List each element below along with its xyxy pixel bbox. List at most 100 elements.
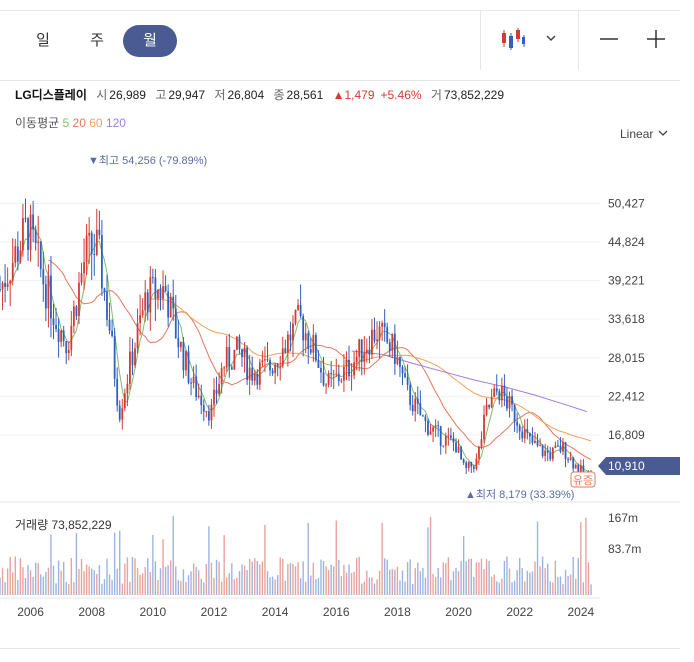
candle-body bbox=[554, 445, 557, 448]
volume-bar bbox=[368, 577, 371, 595]
candle-body bbox=[225, 347, 228, 368]
volume-bar bbox=[101, 583, 103, 595]
volume-bar bbox=[52, 565, 55, 595]
volume-bar bbox=[233, 579, 236, 595]
high-value: 29,947 bbox=[168, 88, 206, 102]
candle-body bbox=[139, 315, 142, 323]
chart-type-button[interactable] bbox=[500, 27, 526, 56]
candle-body bbox=[465, 462, 468, 468]
volume-bar bbox=[24, 578, 27, 595]
volume-bar bbox=[226, 577, 228, 595]
candle-body bbox=[498, 391, 501, 401]
candle-body bbox=[340, 380, 343, 382]
candle-body bbox=[302, 316, 305, 341]
candle-body bbox=[539, 445, 541, 447]
volume-bar bbox=[22, 567, 24, 595]
candle-body bbox=[528, 432, 531, 437]
volume-bar bbox=[50, 534, 52, 595]
candle-body bbox=[98, 229, 101, 236]
volume-bar bbox=[442, 562, 444, 595]
volume-bar bbox=[524, 581, 526, 595]
volume-bar bbox=[516, 570, 518, 595]
candle-body bbox=[582, 465, 585, 475]
x-tick-label: 2022 bbox=[506, 605, 533, 619]
volume-bar bbox=[580, 522, 582, 595]
volume-bar bbox=[501, 578, 503, 595]
volume-bar bbox=[411, 583, 414, 595]
x-tick-label: 2016 bbox=[323, 605, 350, 619]
candle-body bbox=[467, 461, 470, 468]
candle-body bbox=[569, 457, 572, 460]
status-badge-label: 유증 bbox=[573, 474, 593, 487]
ma5-line bbox=[9, 224, 592, 473]
volume-bar bbox=[203, 582, 205, 595]
max-price-annotation: ▼최고 54,256 (-79.89%) bbox=[88, 154, 207, 167]
y-tick-label: 50,427 bbox=[608, 196, 645, 210]
min-price-annotation: ▲최저 8,179 (33.39%) bbox=[465, 488, 574, 501]
zoom-out-button[interactable] bbox=[598, 28, 620, 55]
candle-body bbox=[67, 350, 70, 354]
candle-body bbox=[207, 411, 210, 421]
candle-body bbox=[427, 421, 429, 435]
volume-bar bbox=[119, 530, 121, 595]
volume-bar bbox=[276, 575, 279, 595]
open-label: 시 bbox=[96, 88, 108, 102]
volume-bar bbox=[310, 575, 312, 595]
volume-bar bbox=[547, 563, 549, 595]
volume-bar bbox=[541, 556, 544, 595]
candle-body bbox=[393, 333, 396, 364]
candle-body bbox=[24, 218, 27, 220]
chart-type-dropdown[interactable] bbox=[545, 30, 557, 48]
zoom-in-button[interactable] bbox=[645, 28, 667, 55]
candle-body bbox=[348, 359, 350, 377]
moving-average-legend[interactable]: 이동평균 5 20 60 120 bbox=[15, 114, 126, 131]
volume-bar bbox=[37, 563, 39, 595]
volume-bar bbox=[192, 563, 195, 595]
volume-bar bbox=[218, 561, 220, 595]
ma-5: 5 bbox=[62, 116, 70, 130]
volume-bar bbox=[68, 584, 70, 595]
candle-body bbox=[276, 364, 279, 367]
period-tab-day[interactable]: 일 bbox=[36, 32, 50, 49]
volume-bar bbox=[404, 581, 406, 595]
candle-body bbox=[358, 339, 361, 357]
candle-body bbox=[251, 367, 254, 381]
candle-body bbox=[343, 366, 345, 381]
scale-mode-dropdown[interactable]: Linear bbox=[620, 127, 669, 141]
volume-bar bbox=[85, 564, 88, 595]
candle-body bbox=[62, 330, 65, 342]
x-tick-label: 2014 bbox=[262, 605, 289, 619]
volume-bar bbox=[478, 562, 480, 595]
volume-bar bbox=[93, 570, 95, 595]
candle-body bbox=[325, 384, 327, 386]
candle-body bbox=[16, 246, 19, 262]
candle-body bbox=[113, 335, 116, 379]
volume-bar bbox=[103, 579, 106, 595]
price-chart[interactable]: 50,427 44,824 39,221 33,618 28,015 22,412 16,8… bbox=[0, 140, 680, 625]
candle-body bbox=[314, 334, 317, 361]
period-tab-week[interactable]: 주 bbox=[90, 32, 104, 49]
candle-body bbox=[100, 235, 103, 289]
period-tab-month[interactable]: 월 bbox=[123, 25, 177, 57]
volume-bar bbox=[228, 573, 230, 595]
y-tick-label: 33,618 bbox=[608, 312, 645, 326]
volume-label: 거 bbox=[430, 88, 442, 102]
volume-bar bbox=[452, 571, 455, 595]
candle-body bbox=[490, 396, 493, 408]
candle-body bbox=[559, 445, 562, 452]
volume-bar bbox=[475, 562, 478, 595]
candle-body bbox=[136, 322, 139, 349]
candle-body bbox=[460, 446, 462, 460]
volume-bar bbox=[113, 532, 116, 595]
candle-body bbox=[531, 436, 534, 443]
volume-bar bbox=[294, 566, 297, 595]
candle-body bbox=[149, 277, 152, 313]
volume-bar bbox=[98, 565, 101, 595]
ma120-line bbox=[351, 350, 588, 413]
x-tick-label: 2024 bbox=[567, 605, 594, 619]
volume-bar bbox=[470, 558, 472, 595]
candle-body bbox=[320, 368, 322, 373]
minus-icon bbox=[600, 38, 618, 40]
candle-body bbox=[365, 349, 368, 353]
candle-body bbox=[134, 348, 136, 366]
